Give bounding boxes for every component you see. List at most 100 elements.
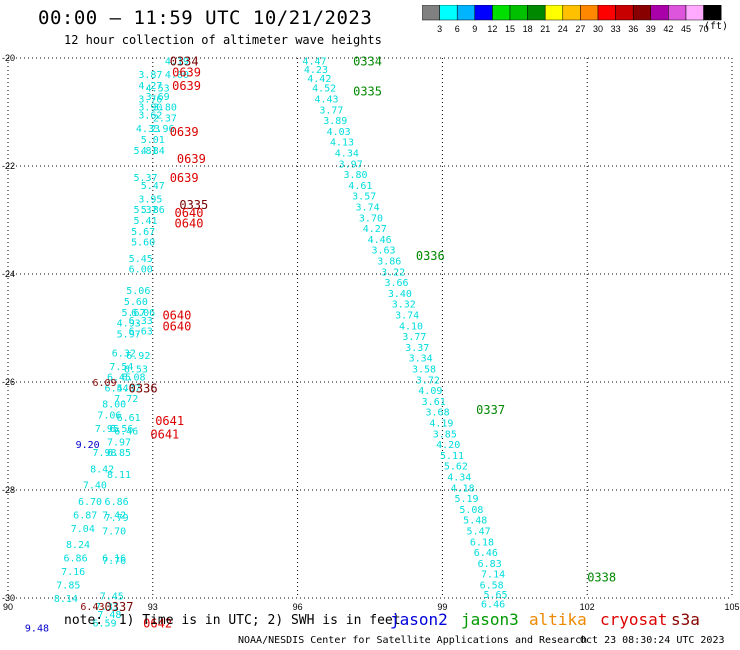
data-point-jason3: 3.72 [416, 375, 440, 386]
data-point-cryosat: 7.31 [95, 602, 119, 613]
data-point-cryosat: 4.19 [165, 57, 189, 68]
data-point-cryosat: 3.69 [146, 92, 170, 103]
data-point-cryosat: 6.00 [129, 265, 153, 276]
data-point-jason3: 3.89 [323, 116, 347, 127]
data-point-jason3: 5.62 [444, 462, 468, 473]
data-point-cryosat: 6.63 [129, 327, 153, 338]
data-point-jason3: 4.52 [312, 84, 336, 95]
data-point-jason3: 3.77 [402, 332, 426, 343]
data-point-cryosat: 7.95 [95, 424, 119, 435]
data-point-jason3: 3.61 [422, 397, 446, 408]
data-point-cryosat: 6.85 [107, 448, 131, 459]
data-point-s3a: 6.09 [92, 378, 116, 389]
data-point-jason3: 3.74 [395, 311, 419, 322]
data-point-s3a: 6.43 [80, 602, 104, 613]
data-point-cryosat: 5.06 [126, 286, 150, 297]
colorbar-tick-label: 24 [558, 24, 568, 34]
y-tick-label: -20 [2, 53, 15, 63]
data-point-cryosat: 5.60 [131, 238, 155, 249]
data-point-jason3: 5.08 [459, 505, 483, 516]
data-point-jason3: 4.61 [348, 181, 372, 192]
footer-timestamp: Oct 23 08:30:24 UTC 2023 [580, 635, 725, 646]
data-point-jason2: 9.20 [76, 440, 100, 451]
y-tick-label: -24 [2, 269, 15, 279]
x-tick-label: 96 [293, 602, 303, 612]
data-point-cryosat: 6.33 [129, 316, 153, 327]
pass-time-label-cryosat: 0640 [175, 206, 204, 220]
data-point-jason3: 5.11 [440, 451, 464, 462]
colorbar-tick-label: 6 [455, 24, 460, 34]
colorbar-swatch [703, 5, 722, 21]
chart-subtitle: 12 hour collection of altimeter wave hei… [64, 33, 382, 47]
data-point-jason3: 4.47 [302, 57, 326, 68]
colorbar-tick-label: 15 [505, 24, 515, 34]
data-point-jason3: 3.74 [356, 203, 380, 214]
data-point-jason3: 4.34 [335, 149, 359, 160]
data-point-cryosat: 5.37 [117, 383, 141, 394]
data-point-cryosat: 2.96 [150, 124, 174, 135]
data-point-cryosat: 7.48 [97, 610, 121, 621]
data-point-cryosat: 6.70 [78, 497, 102, 508]
x-tick-label: 99 [437, 602, 447, 612]
colorbar-legend: 3 6 9 12 15 18 21 24 27 30 33 36 39 42 45 70 [422, 5, 722, 34]
legend-cryosat: cryosat [600, 610, 668, 629]
data-point-cryosat: 5.45 [129, 254, 153, 265]
y-tick-label: -28 [2, 485, 15, 495]
data-point-jason2: 9.48 [25, 624, 49, 635]
data-point-cryosat: 8.24 [66, 540, 90, 551]
data-point-cryosat: 8.14 [54, 594, 78, 605]
colorbar-tick-label: 70 [699, 24, 709, 34]
data-point-cryosat: 8.11 [107, 470, 131, 481]
data-point-jason3: 4.13 [330, 138, 354, 149]
data-point-cryosat: 5.86 [141, 205, 165, 216]
data-point-jason3: 3.32 [392, 300, 416, 311]
pass-time-label-cryosat: 0639 [170, 171, 199, 185]
data-point-cryosat: 6.61 [117, 413, 141, 424]
data-point-jason3: 6.83 [478, 559, 502, 570]
data-point-jason3: 3.58 [412, 365, 436, 376]
data-point-jason3: 3.57 [352, 192, 376, 203]
data-point-cryosat: 5.81 [134, 146, 158, 157]
data-point-jason3: 7.14 [481, 570, 505, 581]
pass-time-label-s3a: 0337 [105, 600, 134, 614]
data-point-cryosat: 6.45 [107, 373, 131, 384]
data-point-cryosat: 5.41 [134, 216, 158, 227]
data-point-cryosat: 6.56 [109, 424, 133, 435]
pass-time-label-jason3: 0334 [353, 55, 382, 69]
data-point-cryosat: 6.46 [114, 427, 138, 438]
pass-time-label-cryosat: 0640 [162, 309, 191, 323]
data-point-cryosat: 7.04 [71, 524, 95, 535]
colorbar-tick-label: 30 [593, 24, 603, 34]
data-point-jason3: 3.70 [359, 213, 383, 224]
footer-note: note: 1) Time is in UTC; 2) SWH is in fe… [64, 613, 401, 628]
data-point-jason3: 5.48 [463, 516, 487, 527]
chart-title: 00:00 – 11:59 UTC 10/21/2023 [38, 7, 373, 29]
data-point-cryosat: 6.16 [102, 554, 126, 565]
data-point-cryosat: 5.67 [131, 227, 155, 238]
colorbar-tick-label: 9 [472, 24, 477, 34]
data-point-cryosat: 7.54 [109, 362, 133, 373]
data-point-cryosat: 4.33 [136, 124, 160, 135]
data-point-jason3: 4.42 [307, 74, 331, 85]
pass-time-label-jason3: 0338 [587, 570, 616, 584]
pass-time-label-jason3: 0336 [416, 249, 445, 263]
data-point-jason3: 5.47 [467, 527, 491, 538]
data-point-cryosat: 6.59 [92, 618, 116, 629]
data-point-jason3: 3.97 [339, 159, 363, 170]
pass-time-label-s3a: 0336 [129, 381, 158, 395]
data-point-jason3: 4.03 [327, 127, 351, 138]
data-point-cryosat: 3.95 [138, 194, 162, 205]
data-point-cryosat: 7.79 [105, 513, 129, 524]
data-point-cryosat: 6.86 [105, 497, 129, 508]
data-point-jason3: 3.40 [388, 289, 412, 300]
data-point-cryosat: 7.98 [92, 448, 116, 459]
data-point-jason3: 3.68 [426, 408, 450, 419]
data-point-cryosat: 6.06 [131, 308, 155, 319]
data-point-jason3: 4.09 [418, 386, 442, 397]
data-point-jason3: 3.37 [405, 343, 429, 354]
data-point-jason3: 3.66 [384, 278, 408, 289]
colorbar-tick-label: 39 [646, 24, 656, 34]
legend-s3a: s3a [671, 610, 700, 629]
colorbar-tick-label: 45 [681, 24, 691, 34]
